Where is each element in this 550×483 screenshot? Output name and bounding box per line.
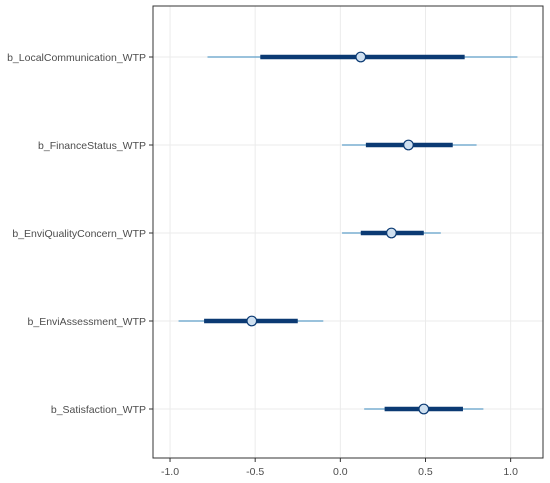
x-tick-label-4: 1.0 <box>503 466 518 478</box>
x-tick-label-3: 0.5 <box>418 466 433 478</box>
point-estimate-2 <box>386 227 397 239</box>
point-estimate-1 <box>403 139 414 151</box>
y-tick-label-3: b_EnviAssessment_WTP <box>28 316 146 328</box>
axes: b_LocalCommunication_WTP b_FinanceStatus_… <box>7 52 518 478</box>
y-tick-label-4: b_Satisfaction_WTP <box>51 404 146 416</box>
y-tick-label-2: b_EnviQualityConcern_WTP <box>12 228 146 240</box>
point-estimate-0 <box>355 51 367 63</box>
plot-panel-border <box>152 5 544 459</box>
x-tick-label-1: -0.5 <box>246 466 264 478</box>
point-estimate-3 <box>246 315 258 327</box>
point-estimate-4 <box>418 403 430 415</box>
point-estimates <box>246 51 430 415</box>
y-tick-label-0: b_LocalCommunication_WTP <box>7 52 146 64</box>
x-tick-label-2: 0.0 <box>333 466 348 478</box>
y-tick-label-1: b_FinanceStatus_WTP <box>38 140 146 152</box>
grid-lines <box>153 6 543 458</box>
x-tick-label-0: -1.0 <box>161 466 179 478</box>
